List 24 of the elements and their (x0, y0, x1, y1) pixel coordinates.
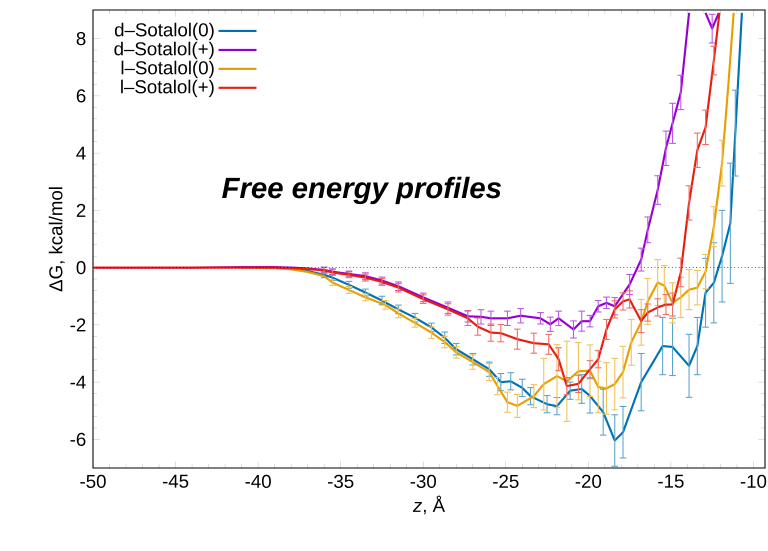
x-tick-label: -45 (162, 474, 188, 488)
x-tick-label: -15 (658, 474, 684, 488)
y-tick-label: 2 (76, 204, 86, 217)
y-tick-label: 6 (76, 89, 86, 102)
x-tick-label: -40 (245, 474, 271, 488)
y-tick-label: 4 (76, 146, 86, 160)
legend-label: l–Sotalol(+) (121, 80, 214, 98)
x-tick-label: -50 (80, 474, 106, 488)
legend-label: d–Sotalol(+) (114, 42, 214, 60)
x-tick-label: -25 (493, 474, 518, 488)
annotation: Free energy profiles (222, 176, 501, 204)
legend-label: l–Sotalol(0) (122, 60, 214, 78)
y-tick-label: -6 (70, 432, 86, 446)
y-tick-label: -4 (70, 376, 86, 389)
legend-label: d–Sotalol(0) (114, 22, 214, 40)
y-tick-label: -2 (70, 318, 86, 332)
x-tick-label: -20 (576, 474, 602, 488)
y-tick-label: 0 (76, 261, 86, 274)
x-tick-label: -10 (740, 474, 766, 488)
x-tick-label: -35 (328, 474, 354, 488)
x-axis-title: z, Å (412, 496, 446, 514)
x-tick-label: -30 (410, 474, 436, 488)
y-axis-title: ΔG, kcal/mol (48, 187, 65, 292)
y-tick-label: 8 (76, 32, 86, 46)
